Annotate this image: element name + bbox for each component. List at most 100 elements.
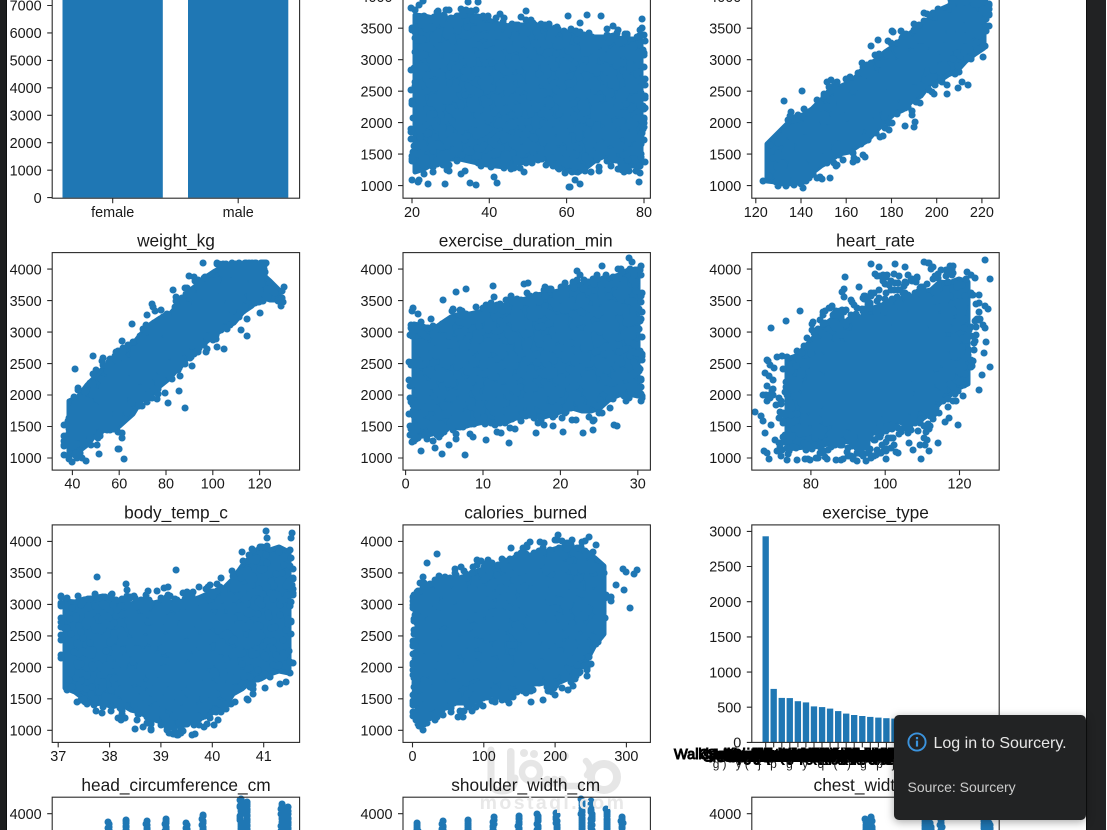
svg-text:Spinning (studio class): Spinning (studio class) [757,750,903,766]
svg-text:Yoga (hatha beginner): Yoga (hatha beginner) [727,747,870,763]
svg-text:Elliptical trainer (easy): Elliptical trainer (easy) [751,747,894,763]
svg-text:80: 80 [803,477,819,493]
svg-text:female: female [91,205,134,221]
svg-text:Cycling (light city effort): Cycling (light city effort) [699,747,849,763]
svg-text:3000: 3000 [10,598,42,614]
svg-text:shoulder_width_cm: shoulder_width_cm [451,775,600,795]
svg-text:30: 30 [630,477,646,493]
svg-text:10: 10 [475,477,491,493]
svg-text:Walking (brisk outdoor pace): Walking (brisk outdoor pace) [674,747,858,763]
svg-text:1000: 1000 [10,724,42,740]
svg-text:body_temp_c: body_temp_c [124,503,228,523]
svg-text:3500: 3500 [10,566,42,582]
svg-text:mostaql.com: mostaql.com [480,792,627,814]
svg-text:exercise_duration_min: exercise_duration_min [439,230,613,250]
svg-text:0: 0 [408,749,416,765]
svg-text:head_circumference_cm: head_circumference_cm [81,775,270,795]
svg-text:Basketball (half court): Basketball (half court) [784,750,924,766]
svg-text:1500: 1500 [709,420,741,436]
svg-text:3000: 3000 [360,598,392,614]
svg-text:4000: 4000 [360,262,392,278]
svg-text:1000: 1000 [709,665,741,681]
svg-text:1000: 1000 [360,724,392,740]
svg-text:2500: 2500 [709,357,741,373]
svg-text:40: 40 [481,205,497,221]
svg-text:4000: 4000 [709,262,741,278]
svg-text:2500: 2500 [360,357,392,373]
svg-text:6000: 6000 [10,26,42,42]
svg-text:2000: 2000 [10,388,42,404]
svg-text:120: 120 [744,205,768,221]
svg-text:3500: 3500 [709,21,741,37]
svg-text:0: 0 [733,736,741,752]
svg-text:7000: 7000 [10,0,42,15]
svg-text:2500: 2500 [709,84,741,100]
svg-text:0: 0 [34,191,42,207]
svg-text:Stair climbing machine: Stair climbing machine [781,747,927,763]
svg-text:Pilates (mat class): Pilates (mat class) [803,747,921,763]
svg-text:38: 38 [102,749,118,765]
svg-text:Boxing (bag rounds): Boxing (bag rounds) [717,750,848,766]
svg-text:male: male [223,205,254,221]
svg-text:20: 20 [404,205,420,221]
svg-text:Tai chi (slow flow): Tai chi (slow flow) [741,750,855,766]
svg-text:2000: 2000 [10,661,42,677]
svg-text:Jump rope (slow cadence): Jump rope (slow cadence) [761,747,931,763]
svg-text:Rowing machine (moderate): Rowing machine (moderate) [723,747,905,763]
svg-text:4000: 4000 [10,535,42,551]
svg-text:2500: 2500 [10,357,42,373]
svg-text:1500: 1500 [10,692,42,708]
svg-text:4000: 4000 [360,807,392,823]
svg-text:2000: 2000 [709,388,741,404]
svg-text:140: 140 [789,205,813,221]
svg-text:Soccer (practice drills): Soccer (practice drills) [774,750,917,766]
svg-text:4000: 4000 [10,262,42,278]
svg-text:40: 40 [204,749,220,765]
svg-text:4000: 4000 [10,807,42,823]
svg-text:1500: 1500 [360,420,392,436]
svg-text:4000: 4000 [709,0,741,6]
svg-text:60: 60 [111,477,127,493]
svg-text:37: 37 [50,749,66,765]
svg-text:1000: 1000 [360,179,392,195]
svg-text:Jogging/trotting (slow): Jogging/trotting (slow) [711,747,853,763]
svg-text:500: 500 [717,700,741,716]
svg-text:4000: 4000 [10,81,42,97]
svg-text:3000: 3000 [360,325,392,341]
svg-text:Skating (inline casual): Skating (inline casual) [703,750,845,766]
svg-text:1000: 1000 [709,451,741,467]
svg-text:weight_kg: weight_kg [136,230,215,250]
svg-text:80: 80 [158,477,174,493]
svg-text:3500: 3500 [709,294,741,310]
svg-text:1500: 1500 [360,147,392,163]
svg-text:40: 40 [64,477,80,493]
svg-text:Swimming laps (freestyle): Swimming laps (freestyle) [707,747,873,763]
svg-text:exercise_type: exercise_type [822,503,929,523]
svg-text:4000: 4000 [360,0,392,6]
svg-text:160: 160 [834,205,858,221]
svg-text:1000: 1000 [709,179,741,195]
svg-text:3000: 3000 [360,53,392,69]
svg-text:2000: 2000 [709,595,741,611]
svg-text:2000: 2000 [360,116,392,132]
svg-text:1500: 1500 [10,420,42,436]
svg-text:220: 220 [970,205,994,221]
svg-text:4000: 4000 [360,535,392,551]
svg-text:180: 180 [879,205,903,221]
svg-text:80: 80 [636,205,652,221]
svg-text:CrossFit (daily wod): CrossFit (daily wod) [758,750,886,766]
svg-text:2500: 2500 [360,629,392,645]
svg-text:Aqua aerobics (pool): Aqua aerobics (pool) [723,750,857,766]
svg-text:Strength training (gym): Strength training (gym) [732,747,879,763]
svg-text:2500: 2500 [360,84,392,100]
svg-text:0: 0 [402,477,410,493]
svg-text:heart_rate: heart_rate [836,230,915,250]
svg-text:5000: 5000 [10,54,42,70]
svg-text:3500: 3500 [360,21,392,37]
svg-text:calories_burned: calories_burned [464,503,587,523]
svg-text:3500: 3500 [360,294,392,310]
svg-text:3500: 3500 [10,294,42,310]
svg-text:120: 120 [947,477,971,493]
svg-text:100: 100 [201,477,225,493]
svg-text:60: 60 [559,205,575,221]
